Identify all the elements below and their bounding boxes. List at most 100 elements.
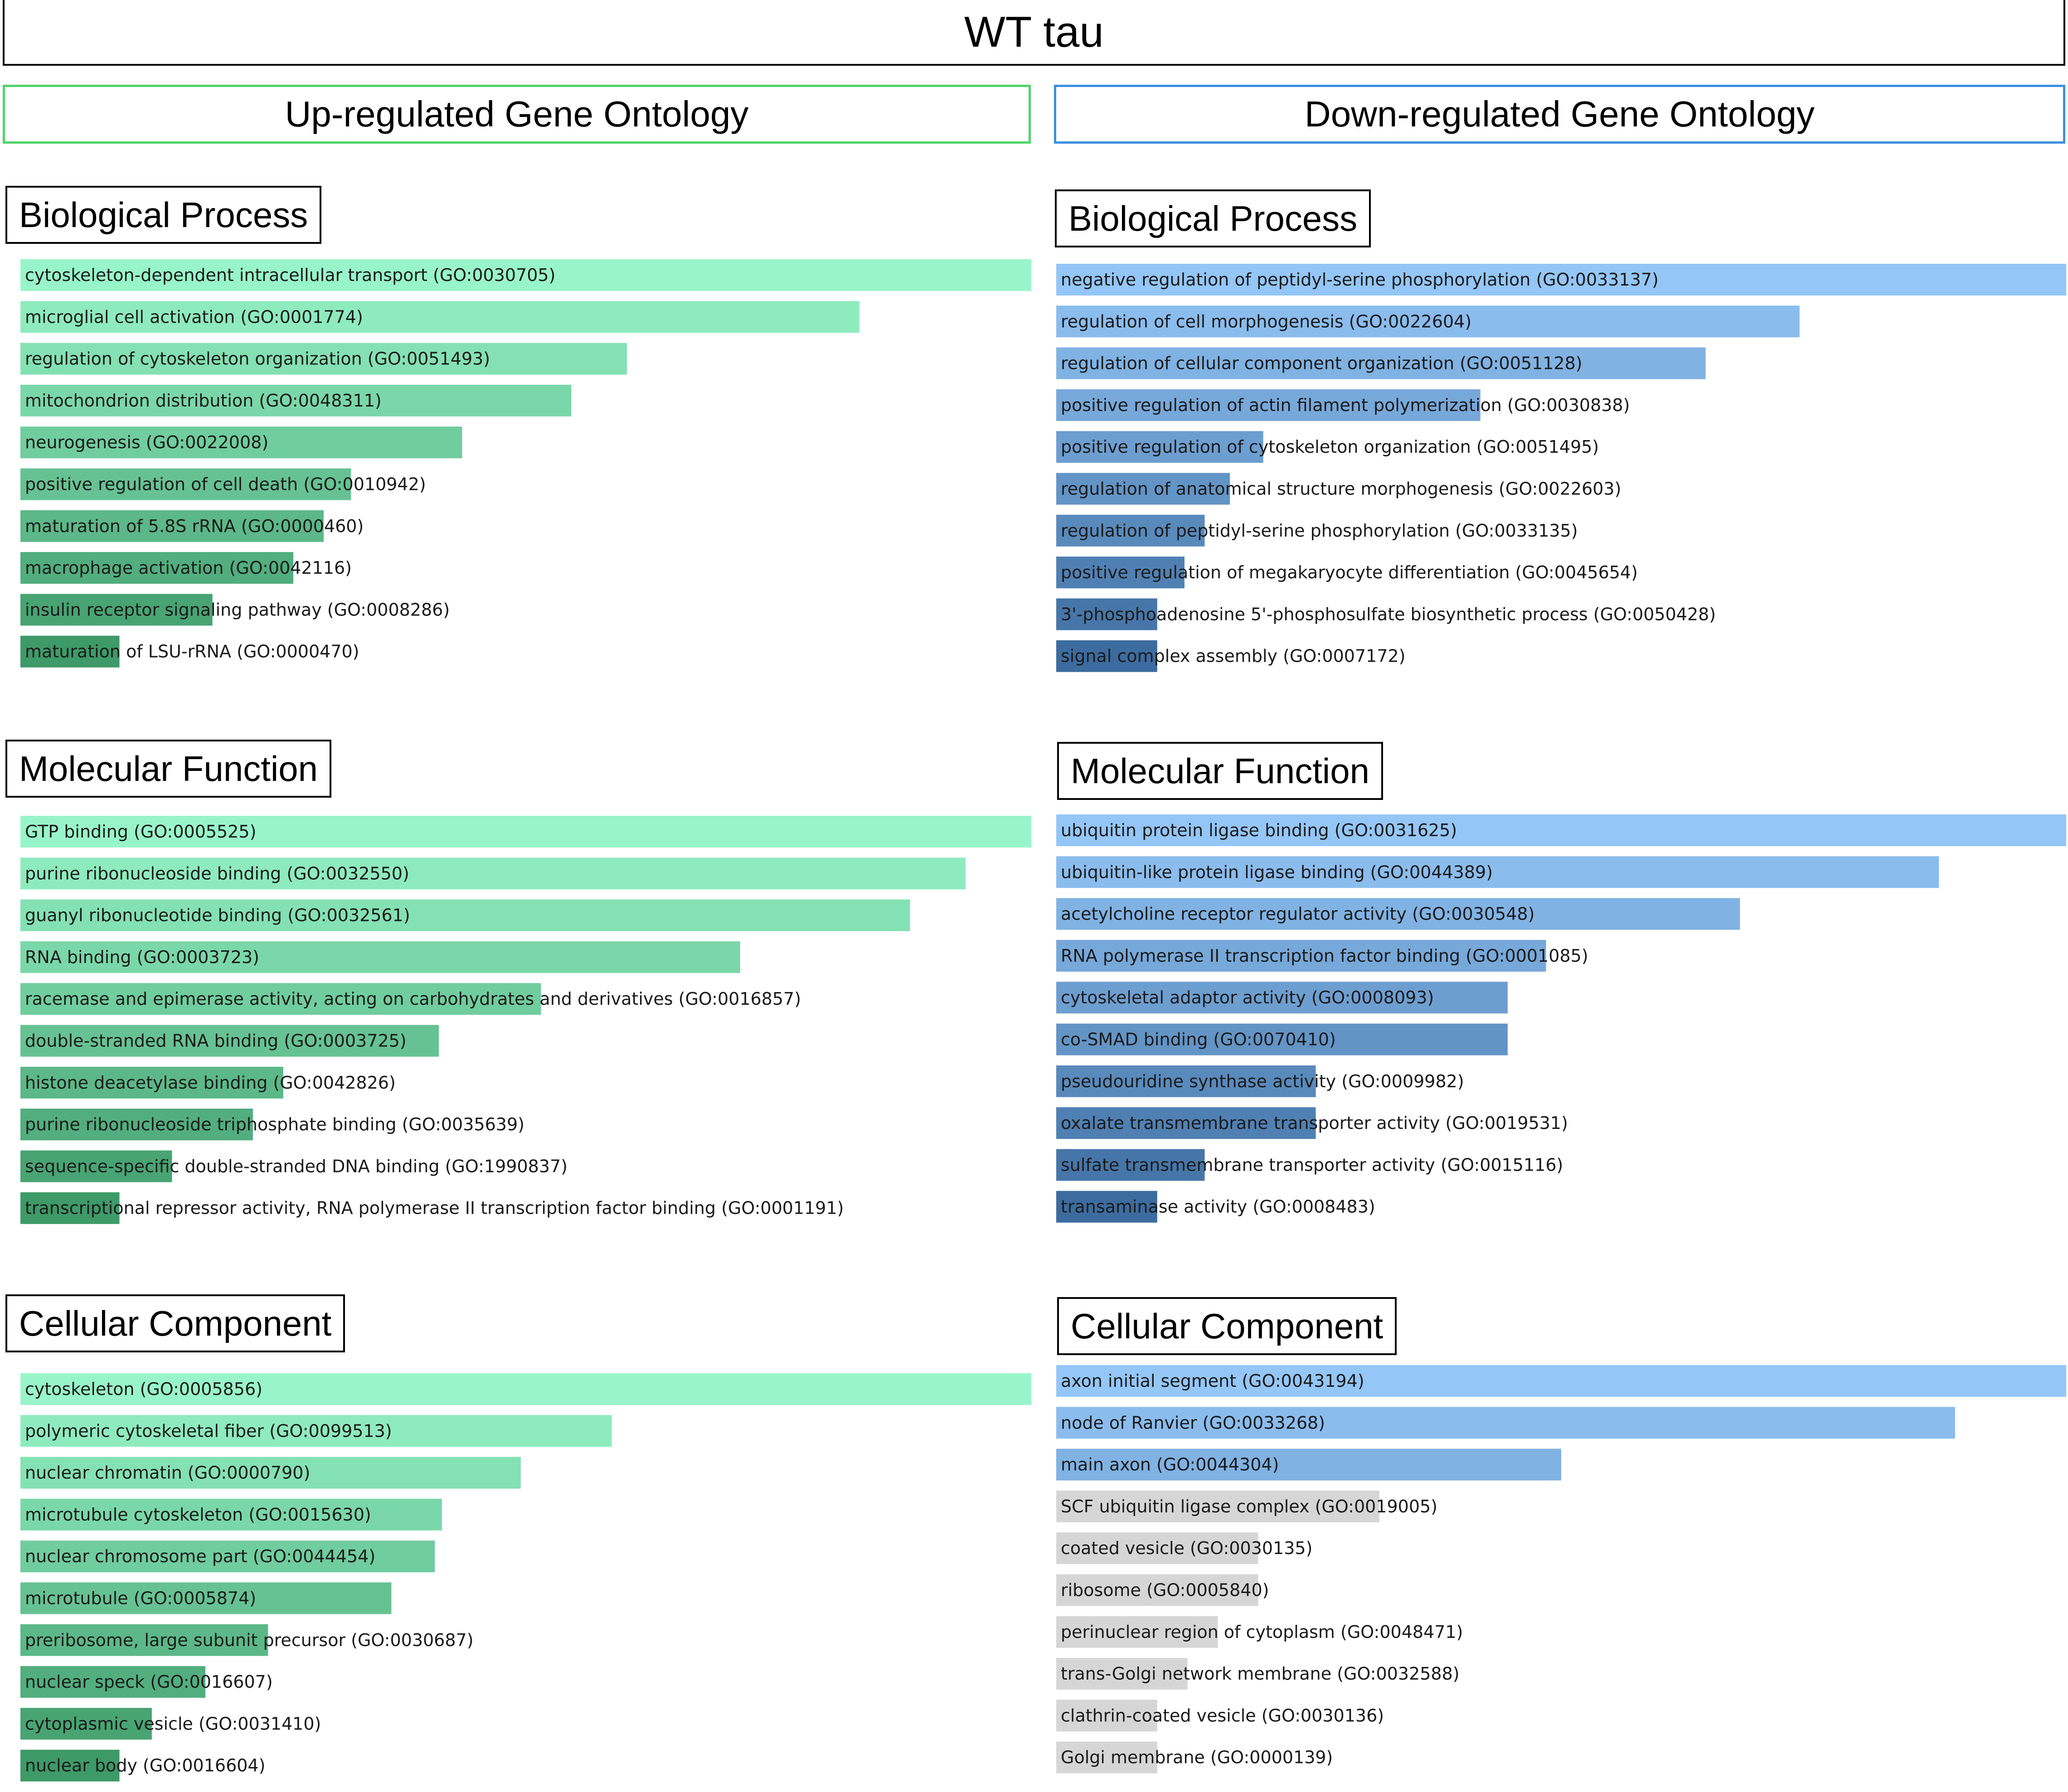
bar-label: axon initial segment (GO:0043194) — [1061, 1371, 1364, 1391]
bar — [20, 1749, 120, 1782]
down-biological-process-title: Biological Process — [1055, 189, 1371, 247]
bar-label: regulation of cellular component organiz… — [1061, 354, 1583, 373]
bar — [1056, 1448, 1561, 1481]
bar — [1056, 1574, 1258, 1606]
up-biological-process-title: Biological Process — [5, 186, 322, 244]
bar — [1056, 1616, 1218, 1648]
bar — [20, 301, 859, 333]
bar-label: RNA polymerase II transcription factor b… — [1061, 946, 1588, 966]
bar-label: cytoskeleton-dependent intracellular tra… — [25, 265, 555, 285]
bar-label: macrophage activation (GO:0042116) — [25, 558, 352, 578]
bar — [1056, 1658, 1188, 1690]
figure-title: WT tau — [3, 0, 2065, 66]
bar-label: microtubule cytoskeleton (GO:0015630) — [25, 1505, 371, 1525]
bar-label: double-stranded RNA binding (GO:0003725) — [25, 1031, 407, 1051]
bar — [20, 1192, 120, 1224]
bar — [20, 1373, 1031, 1405]
bar — [1056, 264, 2066, 295]
bar-label: positive regulation of cytoskeleton orga… — [1061, 437, 1599, 457]
bar-label: positive regulation of actin filament po… — [1061, 395, 1630, 415]
bar-label: sulfate transmembrane transporter activi… — [1061, 1155, 1563, 1175]
up-biological-process-chart: cytoskeleton-dependent intracellular tra… — [20, 259, 1031, 668]
up-cellular-component-chart: cytoskeleton (GO:0005856) polymeric cytos… — [20, 1373, 1031, 1782]
bar — [20, 1540, 435, 1573]
bar — [20, 426, 462, 459]
bar-label: Golgi membrane (GO:0000139) — [1061, 1748, 1333, 1768]
bar-label: ubiquitin protein ligase binding (GO:003… — [1061, 820, 1457, 840]
bar-label: purine ribonucleoside triphosphate bindi… — [25, 1114, 524, 1134]
up-cellular-component-title: Cellular Component — [5, 1294, 345, 1352]
bar — [1056, 514, 1205, 547]
bar — [20, 1150, 172, 1182]
bar-label: guanyl ribonucleotide binding (GO:003256… — [25, 906, 410, 925]
bar — [20, 1666, 206, 1698]
bar — [1056, 473, 1230, 505]
bar-label: trans-Golgi network membrane (GO:0032588… — [1061, 1664, 1460, 1684]
bar-label: microglial cell activation (GO:0001774) — [25, 307, 363, 327]
bar — [1056, 1407, 1955, 1439]
bar — [20, 1415, 612, 1447]
bar — [1056, 598, 1157, 630]
bar-label: maturation of 5.8S rRNA (GO:0000460) — [25, 516, 364, 536]
bar-label: pseudouridine synthase activity (GO:0009… — [1061, 1071, 1464, 1091]
bar — [1056, 1700, 1157, 1732]
bar-label: neurogenesis (GO:0022008) — [25, 432, 268, 452]
bar — [20, 1624, 268, 1656]
bar-label: transaminase activity (GO:0008483) — [1061, 1197, 1375, 1217]
bar-label: insulin receptor signaling pathway (GO:0… — [25, 600, 450, 620]
bar — [1056, 982, 1508, 1014]
bar — [20, 1109, 253, 1141]
bar-label: sequence-specific double-stranded DNA bi… — [25, 1156, 568, 1176]
bar-label: co-SMAD binding (GO:0070410) — [1061, 1030, 1336, 1050]
down-biological-process-chart: negative regulation of peptidyl-serine p… — [1056, 264, 2066, 672]
bar — [1056, 940, 1546, 972]
bar — [20, 384, 572, 417]
bar-label: regulation of cell morphogenesis (GO:002… — [1061, 311, 1471, 331]
bar-label: regulation of peptidyl-serine phosphoryl… — [1061, 521, 1578, 541]
bar — [20, 635, 120, 668]
bar-label: nuclear chromosome part (GO:0044454) — [25, 1546, 375, 1566]
bar-label: nuclear speck (GO:0016607) — [25, 1672, 273, 1692]
bar — [1056, 431, 1263, 463]
bar — [1056, 557, 1184, 589]
bar — [20, 1457, 521, 1489]
bar — [20, 941, 740, 973]
bar-label: RNA binding (GO:0003723) — [25, 947, 259, 967]
bar-label: purine ribonucleoside binding (GO:003255… — [25, 863, 409, 883]
bar-label: GTP binding (GO:0005525) — [25, 822, 256, 842]
up-molecular-function-title: Molecular Function — [5, 740, 331, 798]
bar-label: nuclear body (GO:0016604) — [25, 1756, 265, 1776]
bar-label: positive regulation of cell death (GO:00… — [25, 475, 426, 494]
bar — [20, 468, 351, 500]
down-molecular-function-title: Molecular Function — [1057, 742, 1383, 800]
bar — [20, 259, 1031, 291]
bar — [20, 1708, 152, 1740]
bar-label: perinuclear region of cytoplasm (GO:0048… — [1061, 1622, 1463, 1642]
bar — [1056, 1741, 1157, 1773]
up-molecular-function-chart: GTP binding (GO:0005525) purine ribonucle… — [20, 816, 1031, 1224]
bar — [20, 1025, 439, 1057]
bar-label: cytoskeletal adaptor activity (GO:000809… — [1061, 988, 1434, 1007]
bar-label: cytoplasmic vesicle (GO:0031410) — [25, 1714, 321, 1734]
bar — [1056, 1532, 1258, 1564]
bar — [20, 594, 213, 626]
bar-label: main axon (GO:0044304) — [1061, 1455, 1279, 1475]
bar-label: polymeric cytoskeletal fiber (GO:0099513… — [25, 1421, 392, 1441]
bar — [20, 899, 910, 931]
bar — [20, 1066, 283, 1099]
bar — [1056, 305, 1800, 338]
bar — [20, 1498, 442, 1530]
bar — [1056, 814, 2066, 846]
up-regulated-header: Up-regulated Gene Ontology — [3, 85, 1031, 144]
bar-label: positive regulation of megakaryocyte dif… — [1061, 562, 1638, 582]
bar — [20, 857, 966, 890]
bar — [1056, 1107, 1316, 1139]
bar-label: coated vesicle (GO:0030135) — [1061, 1538, 1312, 1558]
bar-label: ubiquitin-like protein ligase binding (G… — [1061, 862, 1493, 882]
bar-label: 3'-phosphoadenosine 5'-phosphosulfate bi… — [1061, 604, 1716, 624]
down-cellular-component-title: Cellular Component — [1057, 1297, 1397, 1355]
bar-label: mitochondrion distribution (GO:0048311) — [25, 391, 382, 411]
bar-label: regulation of cytoskeleton organization … — [25, 349, 490, 369]
bar-label: nuclear chromatin (GO:0000790) — [25, 1463, 310, 1483]
